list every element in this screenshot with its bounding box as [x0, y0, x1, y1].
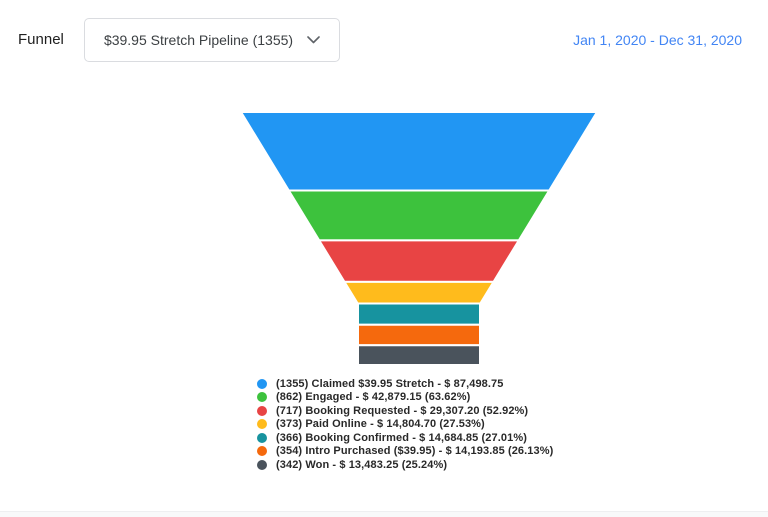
pipeline-select-value: $39.95 Stretch Pipeline (1355): [103, 32, 294, 48]
legend-item-label: (862) Engaged - $ 42,879.15 (63.62%): [276, 391, 471, 404]
legend-item-label: (1355) Claimed $39.95 Stretch - $ 87,498…: [276, 377, 504, 390]
funnel-segment[interactable]: [239, 111, 599, 192]
page-title: Funnel: [18, 31, 64, 48]
page-bottom-edge: [0, 511, 768, 517]
legend-item[interactable]: (862) Engaged - $ 42,879.15 (63.62%): [257, 391, 553, 405]
legend-item[interactable]: (373) Paid Online - $ 14,804.70 (27.53%): [257, 418, 553, 432]
legend-color-dot: [257, 432, 267, 443]
legend-item[interactable]: (1355) Claimed $39.95 Stretch - $ 87,498…: [257, 377, 553, 391]
funnel-legend: (1355) Claimed $39.95 Stretch - $ 87,498…: [257, 377, 553, 472]
funnel-segment[interactable]: [355, 302, 483, 326]
funnel-segment[interactable]: [357, 323, 481, 347]
pipeline-select[interactable]: $39.95 Stretch Pipeline (1355): [84, 18, 340, 62]
legend-item-label: (373) Paid Online - $ 14,804.70 (27.53%): [276, 418, 485, 431]
legend-color-dot: [257, 446, 267, 457]
legend-item[interactable]: (366) Booking Confirmed - $ 14,684.85 (2…: [257, 431, 553, 445]
legend-color-dot: [257, 378, 267, 389]
legend-item-label: (366) Booking Confirmed - $ 14,684.85 (2…: [276, 431, 527, 444]
funnel-segment[interactable]: [287, 189, 551, 242]
legend-item-label: (717) Booking Requested - $ 29,307.20 (5…: [276, 404, 529, 417]
legend-item[interactable]: (342) Won - $ 13,483.25 (25.24%): [257, 458, 553, 472]
legend-color-dot: [257, 459, 267, 470]
legend-color-dot: [257, 405, 267, 416]
legend-color-dot: [257, 392, 267, 403]
chevron-down-icon: [307, 36, 320, 44]
legend-item[interactable]: (354) Intro Purchased ($39.95) - $ 14,19…: [257, 445, 553, 459]
funnel-segment[interactable]: [317, 239, 521, 283]
legend-item-label: (354) Intro Purchased ($39.95) - $ 14,19…: [276, 445, 554, 458]
legend-color-dot: [257, 419, 267, 430]
legend-item-label: (342) Won - $ 13,483.25 (25.24%): [276, 458, 448, 471]
legend-item[interactable]: (717) Booking Requested - $ 29,307.20 (5…: [257, 404, 553, 418]
date-range-link[interactable]: Jan 1, 2020 - Dec 31, 2020: [573, 32, 742, 48]
funnel-segment[interactable]: [342, 280, 496, 305]
funnel-segment[interactable]: [357, 344, 481, 366]
